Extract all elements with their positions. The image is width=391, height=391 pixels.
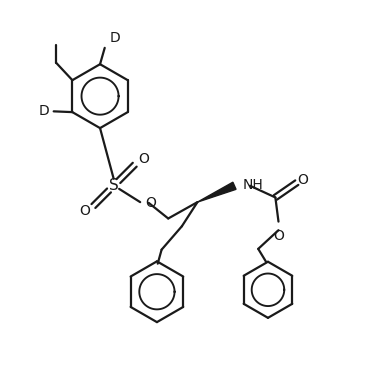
Polygon shape [197, 182, 236, 202]
Text: O: O [79, 204, 90, 219]
Text: O: O [297, 173, 308, 187]
Text: S: S [109, 178, 118, 193]
Text: D: D [38, 104, 49, 118]
Text: O: O [145, 196, 156, 210]
Text: O: O [138, 152, 149, 166]
Text: D: D [110, 31, 120, 45]
Text: O: O [273, 229, 284, 243]
Text: NH: NH [243, 178, 264, 192]
